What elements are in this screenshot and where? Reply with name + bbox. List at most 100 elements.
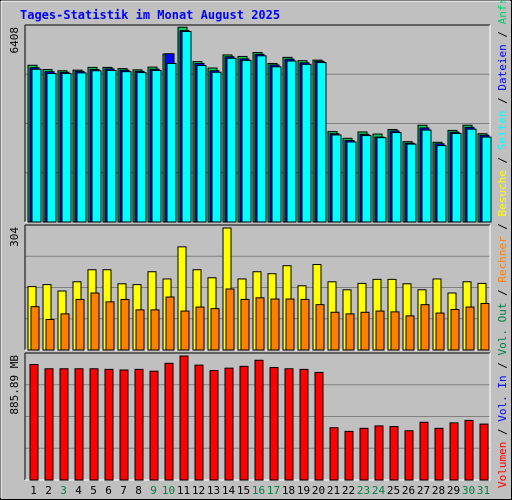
bar-volumen-day-8: [134, 368, 144, 481]
bar-rechner-day-2: [45, 319, 55, 351]
side-legend-item-5: /: [496, 283, 509, 303]
bar-volumen-day-26: [404, 430, 414, 481]
bar-rechner-day-21: [330, 311, 340, 351]
bar-rechner-day-18: [285, 298, 295, 351]
bar-volumen-day-3: [59, 368, 69, 481]
x-tick-label-day-5: 5: [90, 484, 97, 497]
bar-rechner-day-19: [300, 298, 310, 351]
bar-seiten-day-6: [106, 69, 117, 223]
side-legend-item-7: /: [496, 216, 509, 236]
x-tick-label-day-10: 10: [162, 484, 175, 497]
bar-rechner-day-31: [480, 302, 490, 351]
bar-volumen-day-30: [464, 419, 474, 481]
bar-seiten-day-10: [166, 62, 177, 223]
x-tick-label-day-12: 12: [192, 484, 205, 497]
bar-seiten-day-14: [226, 57, 237, 223]
bar-seiten-day-16: [256, 55, 267, 223]
bar-rechner-day-12: [195, 306, 205, 351]
x-tick-label-day-27: 27: [417, 484, 430, 497]
side-legend-item-2: Vol. In: [496, 375, 509, 421]
x-tick-label-day-24: 24: [372, 484, 386, 497]
x-tick-label-day-29: 29: [447, 484, 460, 497]
bar-seiten-day-5: [91, 70, 102, 223]
bar-rechner-day-22: [345, 313, 355, 351]
x-tick-label-day-30: 30: [462, 484, 475, 497]
x-tick-label-day-6: 6: [105, 484, 112, 497]
bar-seiten-day-22: [346, 141, 357, 223]
side-legend-item-12: Dateien: [496, 44, 509, 90]
bar-rechner-day-26: [405, 315, 415, 351]
x-tick-label-day-25: 25: [387, 484, 400, 497]
side-legend-item-14: Anfragen: [496, 0, 509, 24]
bar-volumen-day-5: [89, 368, 99, 481]
bar-rechner-day-17: [270, 298, 280, 351]
bar-seiten-day-4: [76, 72, 87, 223]
bar-volumen-day-31: [479, 423, 489, 481]
bar-rechner-day-3: [60, 313, 70, 351]
bar-rechner-day-13: [210, 308, 220, 351]
side-legend-item-13: /: [496, 24, 509, 44]
bar-seiten-day-25: [391, 132, 402, 223]
x-tick-label-day-15: 15: [237, 484, 250, 497]
bar-rechner-day-16: [255, 297, 265, 351]
bar-rechner-day-4: [75, 298, 85, 351]
bar-seiten-day-20: [316, 62, 327, 223]
panel-visits-sites: [24, 224, 491, 351]
bar-seiten-day-24: [376, 137, 387, 223]
x-tick-label-day-3: 3: [60, 484, 67, 497]
bar-seiten-day-18: [286, 60, 297, 223]
bar-seiten-day-29: [451, 132, 462, 223]
side-legend-text: Volumen / Vol. In / Vol. Out / Rechner /…: [496, 0, 509, 488]
bar-seiten-day-12: [196, 65, 207, 223]
bar-rechner-day-30: [465, 306, 475, 351]
bar-volumen-day-4: [74, 368, 84, 481]
bar-rechner-day-1: [30, 306, 40, 351]
bar-seiten-day-2: [46, 72, 57, 223]
bar-rechner-day-6: [105, 301, 115, 351]
x-tick-label-day-31: 31: [477, 484, 490, 497]
bar-seiten-day-1: [31, 68, 42, 223]
bar-rechner-day-25: [390, 311, 400, 351]
side-legend-item-6: Rechner: [496, 236, 509, 283]
side-legend: Volumen / Vol. In / Vol. Out / Rechner /…: [496, 0, 509, 488]
bar-volumen-day-19: [299, 368, 309, 481]
bar-seiten-day-28: [436, 145, 447, 223]
bar-volumen-day-6: [104, 368, 114, 481]
bar-seiten-day-8: [136, 72, 147, 223]
y-axis-max-labels: 6408 304 885.89 MB: [8, 27, 21, 415]
x-tick-label-day-13: 13: [207, 484, 220, 497]
bar-seiten-day-13: [211, 71, 222, 223]
x-axis-day-labels: 1 2 3 4 5 6 7 8 9 10 11 12 13 14 15 16 17 18 19 20 21 22 23 24 2…: [30, 484, 490, 497]
x-tick-label-day-16: 16: [252, 484, 265, 497]
bar-seiten-day-27: [421, 129, 432, 223]
side-legend-item-10: Seiten: [496, 110, 509, 150]
y-axis-max-label-panel-1: 6408: [8, 27, 21, 54]
bar-volumen-day-23: [359, 427, 369, 481]
side-legend-item-11: /: [496, 91, 509, 111]
x-tick-label-day-22: 22: [342, 484, 355, 497]
x-tick-label-day-2: 2: [45, 484, 52, 497]
bar-seiten-day-3: [61, 72, 72, 223]
y-axis-max-label-panel-3: 885.89 MB: [8, 355, 21, 415]
bar-volumen-day-13: [209, 370, 219, 481]
bar-volumen-day-17: [269, 367, 279, 481]
bar-volumen-day-9: [149, 370, 159, 481]
panel-requests-files-pages: [24, 24, 492, 223]
bar-volumen-day-7: [119, 369, 129, 481]
side-legend-item-8: Besuche: [496, 170, 509, 216]
side-legend-item-1: /: [496, 422, 509, 442]
bar-seiten-day-23: [361, 135, 372, 223]
bar-volumen-day-29: [449, 422, 459, 481]
bar-volumen-day-24: [374, 425, 384, 481]
bar-seiten-day-17: [271, 66, 282, 223]
chart-title: Tages-Statistik im Monat August 2025: [20, 8, 280, 22]
bar-seiten-day-21: [331, 134, 342, 223]
x-tick-label-day-23: 23: [357, 484, 370, 497]
panel-volume: [24, 352, 491, 481]
bar-seiten-day-7: [121, 71, 132, 223]
bar-seiten-day-31: [481, 136, 492, 223]
bar-volumen-day-10: [164, 362, 174, 481]
x-tick-label-day-11: 11: [177, 484, 190, 497]
bar-volumen-day-14: [224, 367, 234, 481]
